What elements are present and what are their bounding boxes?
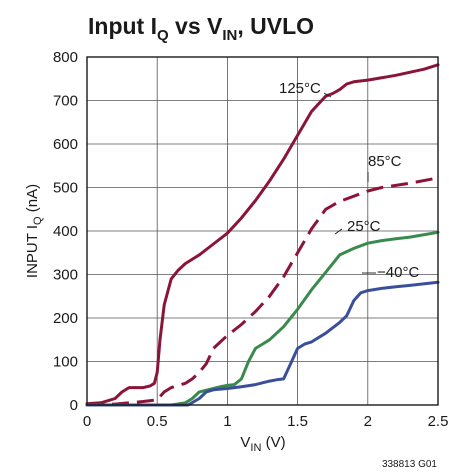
series-leader [323, 92, 332, 98]
y-axis-ticks: 0 100 200 300 400 500 600 700 800 [53, 49, 78, 414]
series-label-1: 85°C [368, 153, 402, 170]
x-axis-ticks: 0 0.5 1 1.5 2 2.5 [83, 413, 449, 430]
series-leader [334, 228, 343, 235]
series-line-1 [87, 176, 439, 406]
y-tick-label: 700 [53, 93, 78, 110]
x-axis-label: VIN (V) [240, 434, 285, 454]
y-tick-label: 800 [53, 49, 78, 66]
x-tick-label: 0.5 [147, 413, 168, 430]
y-axis-label: INPUT IQ (nA) [24, 184, 44, 278]
series-line-0 [85, 63, 440, 406]
x-tick-label: 0 [83, 413, 91, 430]
series-label-3: −40°C [377, 264, 419, 281]
figure-code: 338813 G01 [382, 459, 437, 470]
chart-title: Input IQ vs VIN, UVLO [88, 13, 314, 44]
y-tick-label: 400 [53, 223, 78, 240]
series-layer [85, 63, 440, 407]
y-tick-label: 300 [53, 267, 78, 284]
y-tick-label: 600 [53, 136, 78, 153]
series-line-3 [85, 280, 440, 407]
x-tick-label: 2.5 [428, 413, 449, 430]
y-tick-label: 200 [53, 310, 78, 327]
x-tick-label: 1 [223, 413, 231, 430]
y-tick-label: 0 [70, 397, 78, 414]
plot-frame [86, 56, 439, 406]
series-labels: 125°C 85°C 25°C −40°C [279, 80, 419, 281]
y-tick-label: 500 [53, 180, 78, 197]
grid [87, 57, 438, 405]
x-tick-label: 1.5 [287, 413, 308, 430]
y-tick-label: 100 [53, 354, 78, 371]
series-label-2: 25°C [347, 218, 381, 235]
x-tick-label: 2 [364, 413, 372, 430]
series-line-2 [85, 230, 440, 407]
series-label-0: 125°C [279, 80, 321, 97]
